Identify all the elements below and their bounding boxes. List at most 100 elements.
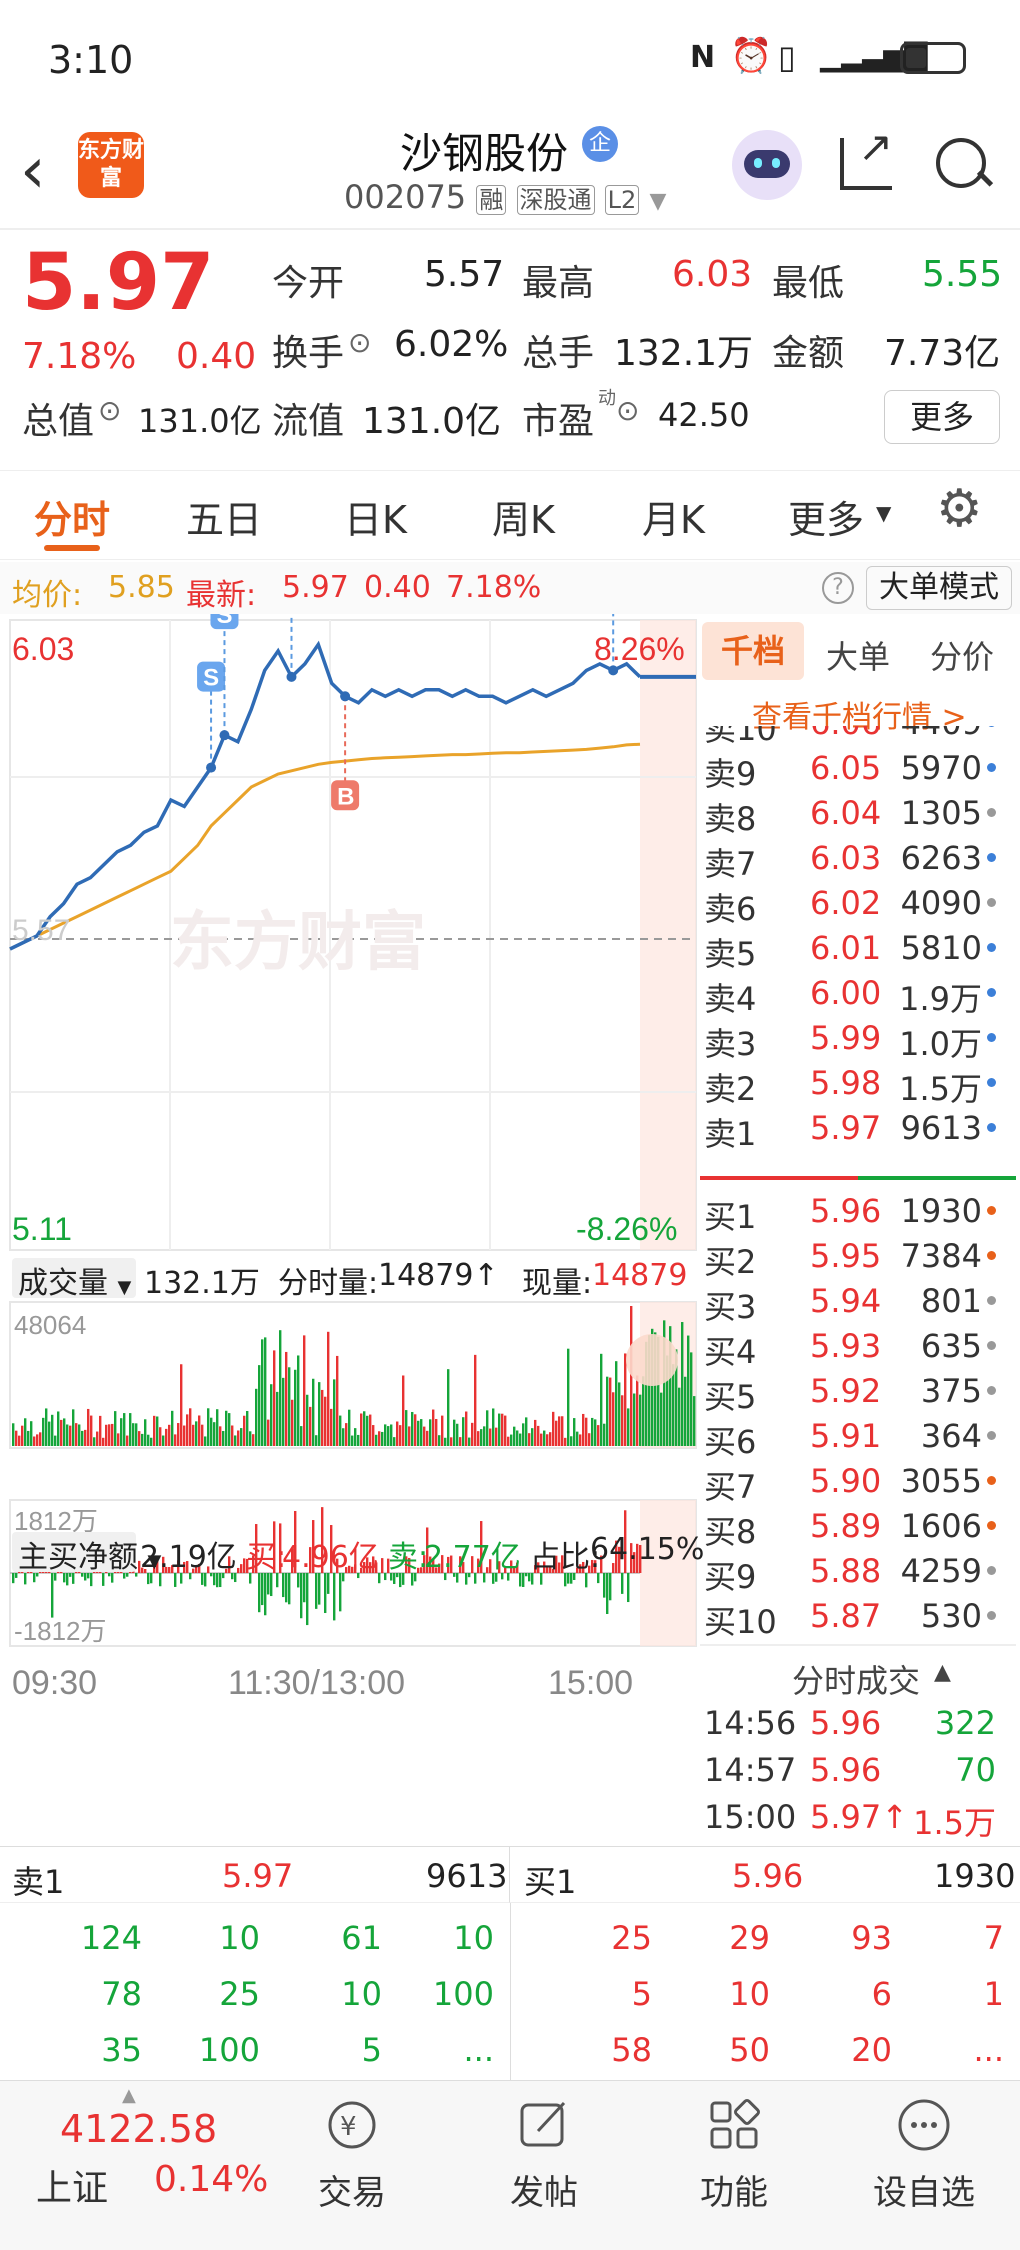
flow-selector-arrow-icon: ▼ [147, 1551, 162, 1572]
price-axis-top: 6.03 [12, 631, 74, 667]
view-thousand-link[interactable]: 查看千档行情 > [752, 700, 967, 735]
margin-badge: 融 [476, 185, 507, 215]
tab-month-k[interactable]: 月K [642, 498, 705, 542]
level-dot-icon [987, 1078, 996, 1087]
share-icon[interactable] [840, 138, 892, 190]
level-label: 卖6 [704, 890, 757, 928]
level-dot-icon [987, 1521, 996, 1530]
bid-level[interactable]: 买10 5.87 530 [700, 1597, 1000, 1642]
help-icon[interactable]: ? [822, 572, 854, 604]
bid-level[interactable]: 买6 5.91 364 [700, 1417, 1000, 1462]
tab-intraday[interactable]: 分时 [34, 498, 111, 542]
vibrate-icon: ▯ [778, 38, 796, 76]
trade-mark-b[interactable] [331, 780, 360, 811]
more-button[interactable]: 更多 [884, 390, 1000, 444]
level-label: 卖5 [704, 935, 757, 973]
ask-list: 卖10 6.06 4409 卖9 6.05 5970 卖8 6.04 1305 卖7 6.03 626… [700, 726, 1016, 1188]
bid-level[interactable]: 买4 5.93 635 [700, 1327, 1000, 1372]
ask-level[interactable]: 卖5 6.01 5810 [700, 929, 1000, 974]
tab-five-day[interactable]: 五日 [186, 498, 263, 542]
period-tabs: 分时 五日 日K 周K 月K 更多 ▼ ⚙ [0, 470, 1020, 560]
tab-thousand-level[interactable]: 千档 [702, 622, 804, 680]
tab-thousand-level-label: 千档 [720, 632, 785, 670]
level-label: 买2 [704, 1243, 757, 1281]
level-label: 卖10 [704, 726, 777, 748]
nav-add-watch-label: 设自选 [873, 2173, 975, 2213]
tab-intraday-underline [44, 545, 100, 551]
volume-selector[interactable]: 成交量 ▼ [12, 1258, 136, 1301]
status-time: 3:10 [48, 38, 134, 82]
bid-level[interactable]: 买2 5.95 7384 [700, 1237, 1000, 1282]
expand-icon[interactable] [626, 1334, 678, 1386]
level-dot-icon [987, 1431, 996, 1440]
queue-bid-price: 5.96 [732, 1857, 804, 1895]
big-order-mode-button[interactable]: 大单模式 [866, 566, 1012, 610]
nav-post[interactable]: 发帖 [474, 2097, 614, 2214]
nav-add-watch[interactable]: 设自选 [854, 2097, 994, 2214]
level-price: 5.97 [810, 1109, 882, 1147]
ask-level[interactable]: 卖9 6.05 5970 [700, 749, 1000, 794]
sgt-badge: 深股通 [516, 185, 595, 215]
bid-level[interactable]: 买9 5.88 4259 [700, 1552, 1000, 1597]
ask-level[interactable]: 卖4 6.00 1.9万 [700, 974, 1000, 1019]
dropdown-icon[interactable]: ▼ [649, 189, 667, 214]
pe-info-icon[interactable]: ⊙ [616, 394, 640, 427]
level-price: 5.90 [810, 1462, 882, 1500]
settings-gear-icon[interactable]: ⚙ [936, 479, 983, 539]
trade-time: 15:00 [704, 1798, 797, 1836]
tab-week-k[interactable]: 周K [492, 498, 555, 542]
ask-level[interactable]: 卖10 6.06 4409 [700, 726, 1000, 749]
turnover-info-icon[interactable]: ⊙ [348, 326, 372, 359]
tab-big-order[interactable]: 大单 [826, 638, 891, 676]
ask-level[interactable]: 卖2 5.98 1.5万 [700, 1064, 1000, 1109]
tab-more[interactable]: 更多 [788, 498, 865, 542]
trade-mark-s[interactable] [210, 614, 239, 630]
trade-mark-letter: S [203, 665, 219, 692]
trade-mark-s[interactable] [197, 661, 226, 692]
intraday-chart[interactable]: 东方财富 SSSBS 6.03 8.26% 5.57 5.11 -8.26% 4… [0, 614, 700, 1854]
flow-selector[interactable]: 主买净额 ▼ [12, 1532, 161, 1575]
bid-level[interactable]: 买5 5.92 375 [700, 1372, 1000, 1417]
queue-ask-cell: 5 [361, 2031, 382, 2069]
x-label-mid: 11:30/13:00 [228, 1664, 405, 1702]
nav-functions[interactable]: 功能 [664, 2097, 804, 2214]
trades-expand-icon[interactable]: ▲ [934, 1660, 951, 1685]
ask-level[interactable]: 卖1 5.97 9613 [700, 1109, 1000, 1154]
level-label: 买9 [704, 1558, 757, 1596]
level-volume: 1305 [900, 794, 982, 832]
level-dot-icon [987, 1476, 996, 1485]
app-logo[interactable]: 东方财富 [78, 132, 144, 198]
level-price: 5.95 [810, 1237, 882, 1275]
minute-volume: 14879↑ [378, 1258, 499, 1293]
queue-section: 卖1 5.97 9613 买1 5.96 1930 124 10 61 10 78 25 1… [0, 1846, 1020, 2081]
queue-divider [510, 1903, 511, 2081]
trades-title[interactable]: 分时成交 [792, 1662, 921, 1700]
bid-level[interactable]: 买7 5.90 3055 [700, 1462, 1000, 1507]
tab-price-dist[interactable]: 分价 [930, 638, 995, 676]
index-name: 上证 [36, 2168, 109, 2209]
ask-level[interactable]: 卖6 6.02 4090 [700, 884, 1000, 929]
flow-axis-min: -1812万 [14, 1616, 107, 1646]
flow-header: 主买净额 ▼ 2.19亿 买: 4.96亿 卖: 2.77亿 占比: 64.15… [10, 1530, 704, 1576]
bid-level[interactable]: 买3 5.94 801 [700, 1282, 1000, 1327]
alarm-icon: ⏰ [730, 36, 773, 76]
level-price: 6.01 [810, 929, 882, 967]
ask-level[interactable]: 卖7 6.03 6263 [700, 839, 1000, 884]
queue-bid-cell: 10 [729, 1975, 770, 2013]
search-icon[interactable] [936, 138, 986, 188]
back-icon[interactable]: ‹ [20, 134, 46, 208]
robot-assistant-icon[interactable] [732, 130, 802, 200]
level-dot-icon [987, 763, 996, 772]
ask-level[interactable]: 卖8 6.04 1305 [700, 794, 1000, 839]
index-widget[interactable]: ▲ 4122.58 上证 0.14% [0, 2081, 290, 2250]
amount-label: 金额 [772, 333, 845, 374]
tab-day-k[interactable]: 日K [344, 498, 407, 542]
mktcap-info-icon[interactable]: ⊙ [98, 394, 122, 427]
queue-bid-cell: 93 [851, 1919, 892, 1957]
float-label: 流值 [272, 401, 345, 442]
bid-level[interactable]: 买8 5.89 1606 [700, 1507, 1000, 1552]
nav-trade[interactable]: ¥ 交易 [282, 2097, 422, 2214]
ask-level[interactable]: 卖3 5.99 1.0万 [700, 1019, 1000, 1064]
grid-apps-icon [710, 2099, 760, 2149]
bid-level[interactable]: 买1 5.96 1930 [700, 1192, 1000, 1237]
